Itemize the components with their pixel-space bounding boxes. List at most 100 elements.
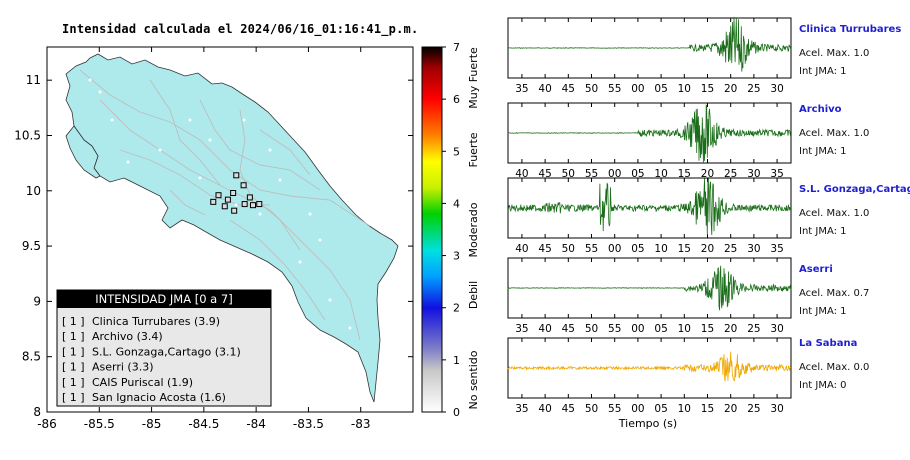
max-accel-label: Acel. Max. 0.7 [799, 288, 870, 299]
wave-tick-label: 10 [654, 243, 667, 255]
wave-tick-label: 30 [770, 403, 783, 415]
station-marker [256, 201, 263, 208]
wave-tick-label: 50 [585, 83, 598, 95]
station-marker [240, 182, 247, 189]
map-xtick-label: -86 [37, 417, 57, 431]
map-title: Intensidad calculada el 2024/06/16_01:16… [62, 22, 419, 36]
wave-tick-label: 35 [515, 403, 528, 415]
station-marker [221, 203, 228, 210]
station-markers [88, 78, 352, 330]
legend-title: INTENSIDAD JMA [0 a 7] [95, 292, 232, 306]
wave-tick-label: 40 [515, 243, 528, 255]
colorbar-tick-label: 4 [453, 197, 460, 210]
legend-item-text: Clinica Turrubares (3.9) [92, 315, 220, 328]
colorbar: 7 6 5 4 3 2 1 0 Muy Fuerte Fuerte Moderado Debil No … [421, 41, 480, 419]
wave-tick-label: 25 [724, 243, 737, 255]
map-ytick-label: 8 [33, 405, 41, 419]
nicoya-peninsula [65, 125, 101, 179]
wave-tick-label: 25 [747, 83, 760, 95]
waveform-panel: 35 40 45 50 55 00 05 10 15 20 25 30 [507, 16, 792, 95]
wave-tick-label: 10 [654, 168, 667, 180]
station-marker [210, 198, 217, 205]
wave-tick-label: 45 [538, 168, 551, 180]
waveform-panel: 35 40 45 50 55 00 05 10 15 20 25 30 [507, 257, 792, 335]
town-dot [88, 78, 92, 82]
station-marker [231, 207, 238, 214]
wave-tick-label: 55 [585, 243, 598, 255]
station-marker [230, 190, 237, 196]
wave-tick-label: 00 [631, 323, 644, 335]
station-marker [246, 194, 253, 201]
map-ytick-label: 11 [26, 73, 41, 87]
map-axes: -86 -85.5 -85 -84.5 -84 -83.5 -83 11 10.5 10 9.5 9 8… [14, 47, 413, 431]
station-marker [224, 196, 231, 203]
waveform-panels: 35 40 45 50 55 00 05 10 15 20 25 30 40 45 50 55 00 05 10 15… [507, 16, 792, 415]
max-accel-label: Acel. Max. 1.0 [799, 208, 870, 219]
wave-tick-label: 30 [770, 83, 783, 95]
legend-item-text: San Ignacio Acosta (1.6) [92, 391, 226, 404]
wave-tick-label: 55 [608, 323, 621, 335]
map-xtick-label: -84 [246, 417, 266, 431]
wave-tick-label: 40 [538, 403, 551, 415]
colorbar-category-label: Fuerte [467, 132, 480, 167]
jma-intensity-label: Int JMA: 1 [799, 146, 847, 157]
legend-item-value: [ 1 ] [62, 391, 85, 404]
waveform-panel: 35 40 45 50 55 00 05 10 15 20 25 30 [507, 337, 792, 415]
station-name: Clinica Turrubares [799, 24, 902, 35]
town-dot [298, 260, 302, 264]
wave-tick-label: 20 [701, 168, 714, 180]
wave-tick-label: 45 [562, 323, 575, 335]
wave-tick-label: 05 [654, 83, 667, 95]
legend-item-value: [ 1 ] [62, 361, 85, 374]
wave-tick-label: 15 [701, 83, 714, 95]
colorbar-category-label: Muy Fuerte [467, 47, 480, 109]
wave-tick-label: 00 [631, 403, 644, 415]
wave-tick-label: 00 [608, 168, 621, 180]
town-dot [158, 148, 162, 152]
map-ytick-label: 10 [26, 184, 41, 198]
wave-tick-label: 20 [701, 243, 714, 255]
colorbar-tick-label: 7 [453, 41, 460, 54]
wave-tick-label: 15 [678, 243, 691, 255]
station-marker [241, 201, 248, 208]
town-dot [348, 326, 352, 330]
map-xtick-label: -85 [142, 417, 162, 431]
wave-tick-label: 50 [562, 168, 575, 180]
town-dot [148, 196, 152, 200]
wave-tick-label: 55 [585, 168, 598, 180]
wave-tick-label: 05 [631, 243, 644, 255]
town-dot [242, 118, 246, 122]
colorbar-tick-label: 3 [453, 250, 460, 263]
legend-item-text: CAIS Puriscal (1.9) [92, 376, 193, 389]
legend: INTENSIDAD JMA [0 a 7] [ 1 ] Clinica Turr… [56, 289, 272, 407]
legend-item-text: S.L. Gonzaga,Cartago (3.1) [92, 345, 241, 358]
wave-tick-label: 55 [608, 403, 621, 415]
town-dot [198, 176, 202, 180]
max-accel-label: Acel. Max. 1.0 [799, 128, 870, 139]
legend-item-value: [ 1 ] [62, 315, 85, 328]
map-ytick-label: 9.5 [22, 239, 41, 253]
wave-tick-label: 35 [770, 243, 783, 255]
map-ytick-label: 10.5 [14, 128, 41, 142]
wave-tick-label: 05 [654, 403, 667, 415]
max-accel-label: Acel. Max. 0.0 [799, 362, 870, 373]
jma-intensity-label: Int JMA: 1 [799, 226, 847, 237]
map-ytick-label: 8.5 [22, 350, 41, 364]
map-xtick-label: -85.5 [84, 417, 115, 431]
wave-tick-label: 05 [654, 323, 667, 335]
town-dot [328, 298, 332, 302]
station-name: Archivo [799, 104, 842, 115]
station-name: Aserri [799, 264, 833, 275]
legend-item-value: [ 1 ] [62, 376, 85, 389]
wave-tick-label: 50 [562, 243, 575, 255]
wave-tick-label: 35 [515, 323, 528, 335]
colorbar-gradient [421, 46, 443, 413]
waveform-trace [507, 178, 792, 236]
station-name: La Sabana [799, 338, 858, 349]
wave-tick-label: 20 [724, 323, 737, 335]
wave-tick-label: 35 [515, 83, 528, 95]
waveform-trace [508, 16, 792, 72]
map-xtick-label: -83.5 [293, 417, 324, 431]
colorbar-tick-label: 2 [453, 302, 460, 315]
